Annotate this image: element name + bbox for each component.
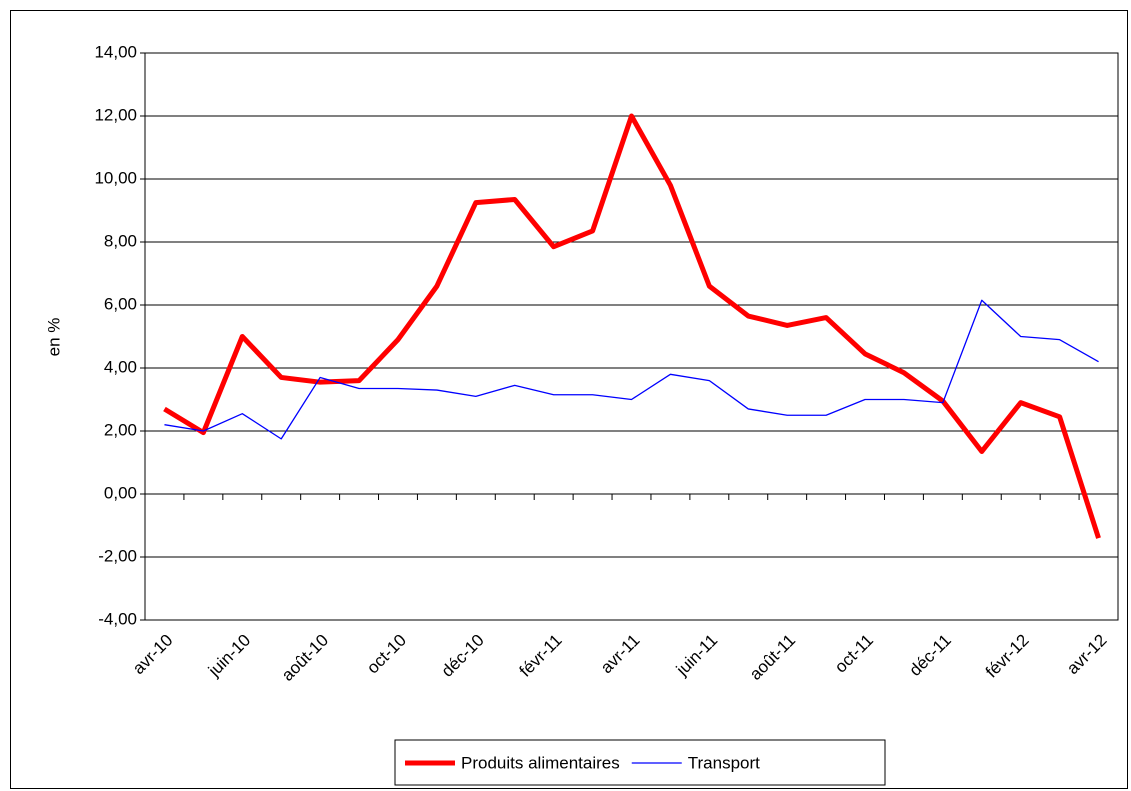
y-tick-label: 8,00 xyxy=(104,231,137,250)
y-tick-label: 0,00 xyxy=(104,483,137,502)
y-tick-label: 6,00 xyxy=(104,294,137,313)
y-tick-label: 4,00 xyxy=(104,357,137,376)
x-tick-label: août-11 xyxy=(746,631,799,684)
x-tick-label: oct-10 xyxy=(363,631,410,678)
legend-label: Transport xyxy=(688,753,760,772)
y-axis-label: en % xyxy=(44,318,63,357)
x-tick-label: juin-11 xyxy=(672,631,721,680)
series-line xyxy=(164,299,1099,440)
y-tick-label: 14,00 xyxy=(94,42,137,61)
x-tick-label: déc-10 xyxy=(438,631,488,681)
x-tick-label: août-10 xyxy=(278,631,332,685)
y-tick-label: 10,00 xyxy=(94,168,137,187)
x-tick-label: févr-11 xyxy=(516,631,566,681)
y-tick-label: 2,00 xyxy=(104,420,137,439)
x-tick-label: juin-10 xyxy=(204,631,254,681)
y-tick-label: 12,00 xyxy=(94,105,137,124)
x-tick-label: oct-11 xyxy=(831,631,877,677)
y-tick-label: -2,00 xyxy=(98,546,137,565)
x-tick-label: févr-12 xyxy=(982,631,1033,682)
plot-border xyxy=(144,52,1119,621)
legend-label: Produits alimentaires xyxy=(461,753,620,772)
chart-frame xyxy=(10,10,1128,789)
y-tick-label: -4,00 xyxy=(98,609,137,628)
x-tick-label: déc-11 xyxy=(906,631,955,680)
x-tick-label: avr-10 xyxy=(129,631,177,679)
x-tick-label: avr-12 xyxy=(1063,631,1111,679)
x-tick-label: avr-11 xyxy=(597,631,644,678)
